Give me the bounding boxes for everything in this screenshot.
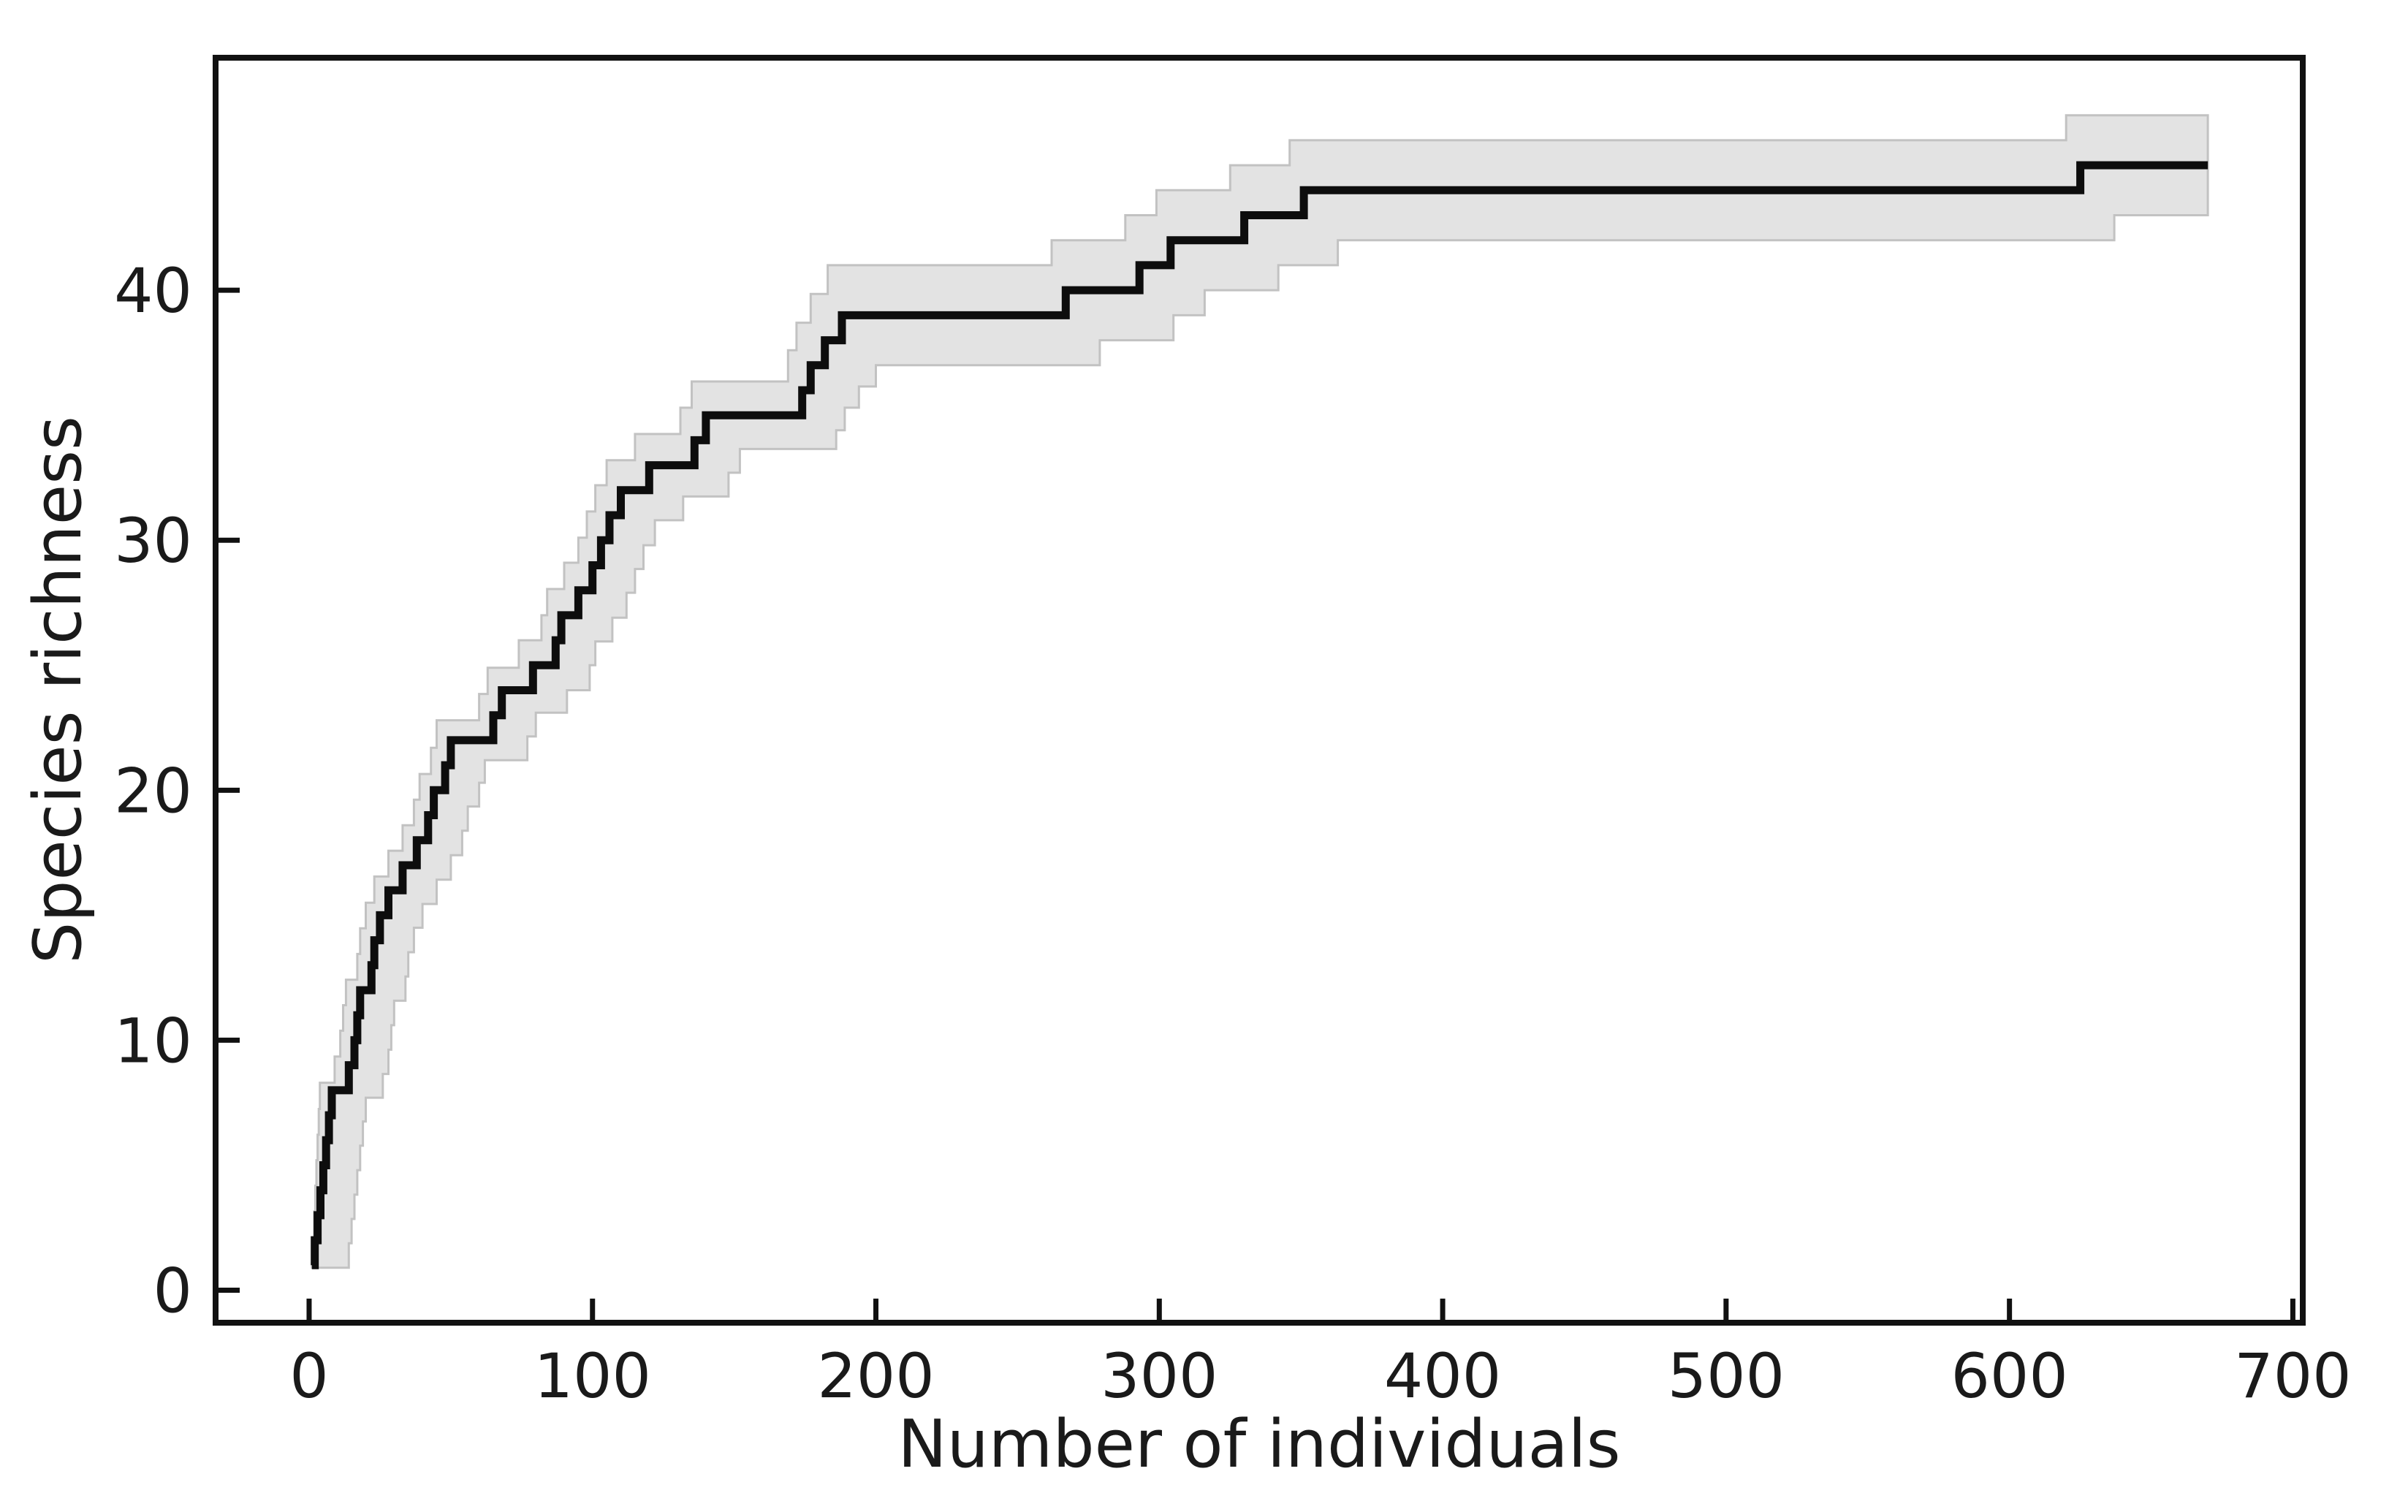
x-tick-label: 400 xyxy=(1384,1340,1501,1412)
confidence-band-layer xyxy=(311,114,2209,1269)
x-axis-ticks xyxy=(306,1299,2295,1323)
y-tick-label: 40 xyxy=(114,255,192,327)
y-tick-label: 20 xyxy=(114,755,192,827)
x-tick-label: 300 xyxy=(1101,1340,1218,1412)
x-tick-label: 0 xyxy=(289,1340,328,1412)
x-tick-label: 500 xyxy=(1668,1340,1785,1412)
y-axis-ticks xyxy=(216,287,240,1293)
confidence-band xyxy=(311,114,2209,1269)
y-tick-label: 30 xyxy=(114,505,192,577)
curve-layer xyxy=(311,161,2208,1269)
x-axis-tick-labels: 0 100 200 300 400 500 600 700 xyxy=(289,1340,2351,1412)
plot-frame xyxy=(213,55,2306,1326)
x-axis-label: Number of individuals xyxy=(897,1406,1620,1483)
x-tick-label: 600 xyxy=(1951,1340,2067,1412)
y-axis-tick-labels: 0 10 20 30 40 xyxy=(114,255,192,1326)
y-tick-label: 0 xyxy=(153,1255,192,1327)
species-accumulation-curve xyxy=(311,161,2208,1269)
y-axis-label: Species richness xyxy=(20,416,96,964)
x-tick-label: 100 xyxy=(534,1340,651,1412)
y-tick-label: 10 xyxy=(114,1005,192,1076)
x-tick-label: 700 xyxy=(2234,1340,2351,1412)
x-tick-label: 200 xyxy=(817,1340,934,1412)
